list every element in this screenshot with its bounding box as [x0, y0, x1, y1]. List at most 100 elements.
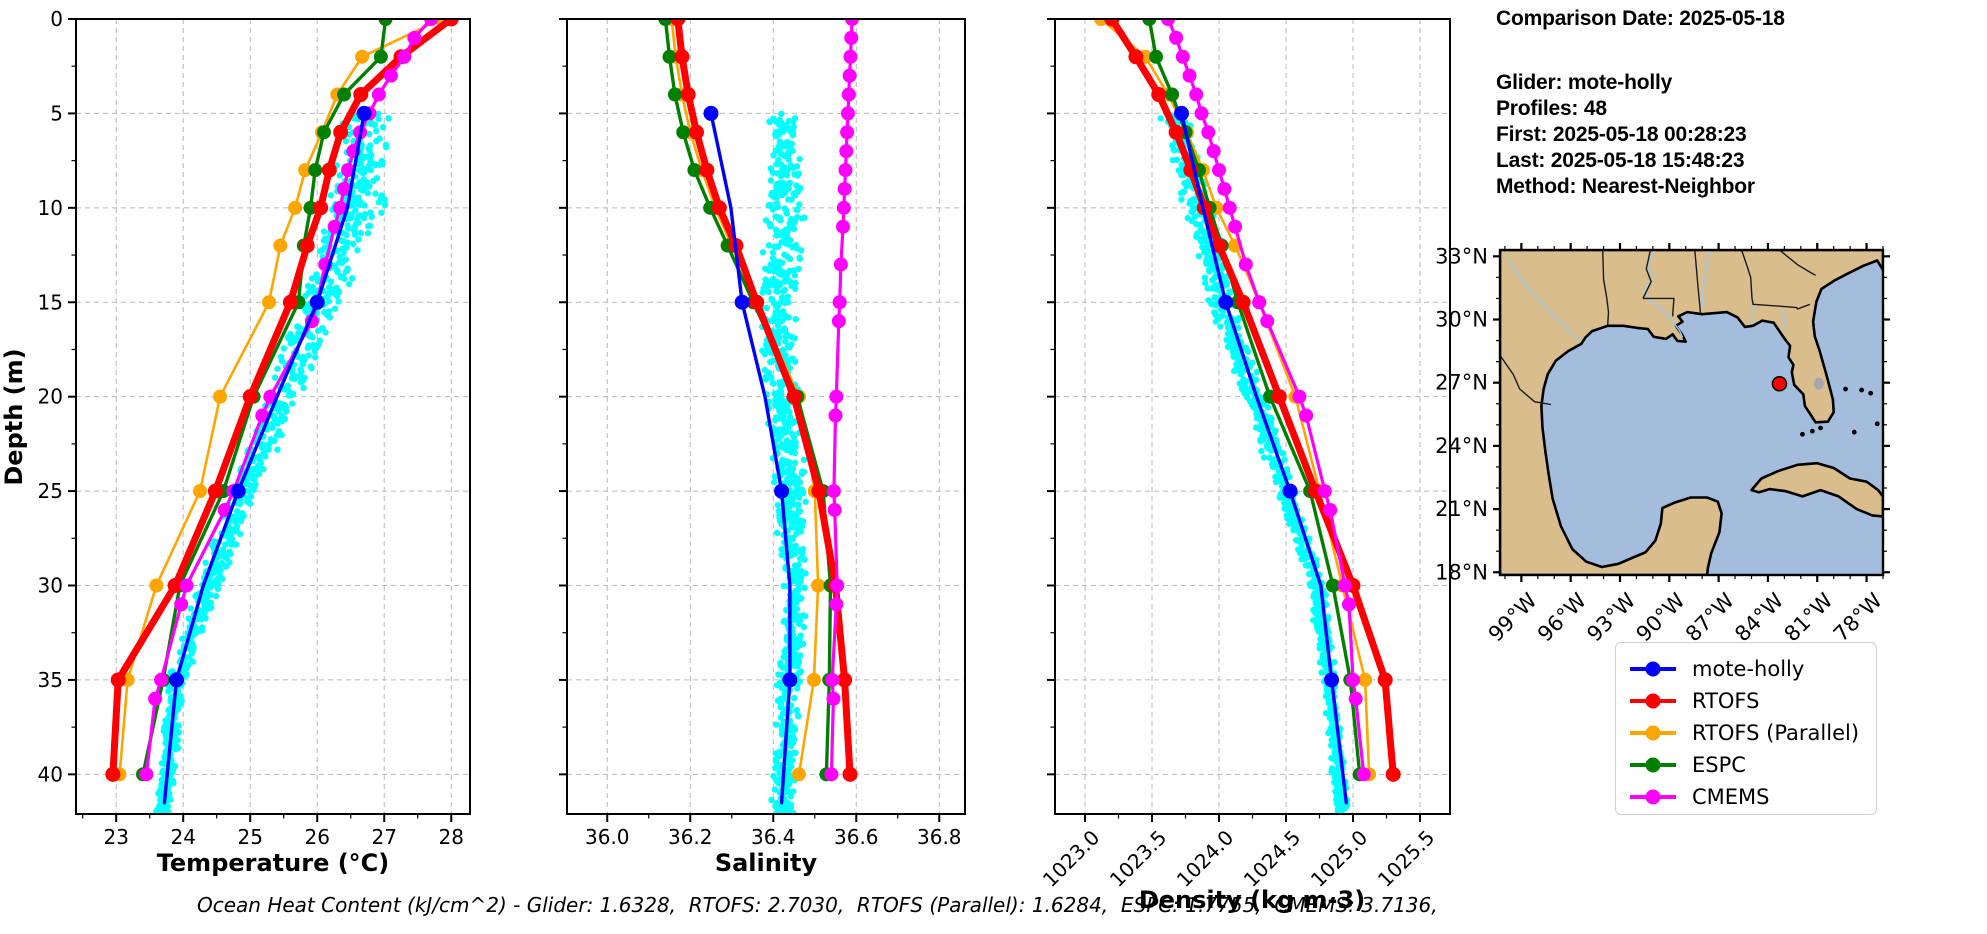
scatter-point — [1327, 705, 1334, 712]
scatter-point — [1258, 447, 1265, 455]
scatter-point — [295, 330, 302, 337]
series-marker-RTOFS — [1377, 672, 1393, 688]
map-state-border — [1500, 354, 1552, 406]
series-marker-CMEMS — [842, 68, 857, 83]
series-marker-mote-holly — [230, 483, 246, 499]
scatter-point — [1323, 664, 1330, 671]
scatter-point — [217, 551, 224, 558]
scatter-point — [1224, 343, 1232, 350]
scatter-point — [797, 668, 805, 675]
series-marker-RTOFS — [842, 766, 858, 782]
map-lon-label: 90°W — [1632, 588, 1690, 646]
map-island — [1818, 425, 1823, 431]
scatter-point — [787, 763, 795, 770]
scatter-point — [780, 694, 788, 702]
scatter-point — [233, 508, 241, 515]
scatter-point — [1322, 709, 1330, 717]
series-marker-CMEMS — [827, 502, 842, 517]
series-marker-ESPC — [662, 49, 677, 64]
scatter-point — [779, 268, 787, 276]
scatter-point — [198, 627, 206, 634]
scatter-point — [791, 114, 799, 122]
series-marker-mote-holly — [169, 672, 185, 688]
scatter-point — [365, 222, 372, 230]
scatter-point — [375, 199, 383, 206]
scatter-point — [248, 466, 255, 473]
scatter-point — [188, 640, 196, 648]
scatter-point — [765, 202, 773, 209]
scatter-point — [1316, 659, 1324, 666]
scatter-point — [1276, 474, 1284, 481]
series-marker-CMEMS — [1189, 87, 1204, 102]
scatter-point — [1322, 591, 1329, 599]
scatter-point — [345, 280, 353, 288]
series-marker-CMEMS — [828, 408, 843, 423]
map-state-border — [1751, 298, 1811, 310]
scatter-point — [782, 426, 789, 433]
scatter-point — [773, 529, 781, 537]
scatter-point — [1211, 294, 1218, 301]
scatter-point — [1272, 478, 1280, 486]
scatter-point — [295, 324, 303, 331]
x-tick-label: 27 — [372, 825, 397, 849]
y-tick-label: 15 — [38, 290, 63, 314]
scatter-point — [257, 460, 265, 467]
map-lon-label: 96°W — [1533, 588, 1591, 646]
scatter-point — [780, 164, 788, 171]
series-line-mote-holly — [1179, 111, 1349, 805]
scatter-point — [1195, 252, 1203, 260]
scatter-point — [1253, 414, 1261, 422]
scatter-point — [1313, 610, 1320, 617]
map-state-border — [1778, 250, 1816, 276]
scatter-point — [777, 659, 784, 667]
series-marker-CMEMS — [844, 30, 859, 45]
scatter-point — [1292, 526, 1299, 533]
scatter-point — [782, 665, 789, 672]
series-marker-CMEMS — [839, 144, 854, 159]
scatter-point — [768, 281, 775, 288]
scatter-point — [169, 777, 177, 785]
series-marker-CMEMS — [837, 181, 852, 196]
map-island — [1874, 421, 1880, 427]
scatter-point — [250, 486, 257, 493]
scatter-point — [796, 155, 803, 163]
series-marker-CMEMS — [831, 314, 846, 329]
scatter-point — [339, 245, 346, 252]
scatter-point — [778, 396, 785, 403]
scatter-point — [1186, 200, 1193, 207]
scatter-point — [222, 541, 229, 548]
scatter-point — [769, 249, 777, 256]
scatter-point — [324, 235, 332, 242]
scatter-point — [1296, 538, 1303, 545]
series-marker-CMEMS — [1337, 578, 1352, 593]
series-marker-CMEMS — [337, 181, 352, 196]
scatter-point — [771, 473, 779, 480]
series-marker-mote-holly — [1173, 105, 1189, 121]
scatter-point — [212, 592, 220, 600]
x-tick-label: 36.4 — [751, 825, 796, 849]
scatter-point — [186, 654, 193, 661]
series-marker-CMEMS — [1201, 125, 1216, 140]
scatter-point — [236, 500, 244, 508]
scatter-point — [185, 615, 192, 622]
legend-label: mote-holly — [1692, 657, 1805, 681]
scatter-point — [798, 595, 805, 602]
scatter-point — [269, 424, 276, 431]
scatter-point — [1241, 389, 1248, 397]
scatter-point — [782, 314, 789, 321]
scatter-point — [165, 713, 173, 721]
scatter-point — [781, 205, 788, 212]
series-marker-CMEMS — [1323, 502, 1338, 517]
scatter-point — [1238, 360, 1245, 368]
scatter-point — [792, 511, 799, 518]
scatter-point — [1177, 189, 1185, 197]
scatter-point — [341, 275, 348, 282]
series-marker-ESPC — [1142, 19, 1157, 26]
scatter-point — [1303, 554, 1311, 561]
scatter-point — [1234, 324, 1242, 331]
scatter-point — [772, 402, 779, 409]
scatter-point — [342, 137, 350, 145]
scatter-point — [787, 333, 795, 340]
series-marker-CMEMS — [1238, 257, 1253, 272]
last-timestamp: Last: 2025-05-18 15:48:23 — [1496, 149, 1745, 172]
